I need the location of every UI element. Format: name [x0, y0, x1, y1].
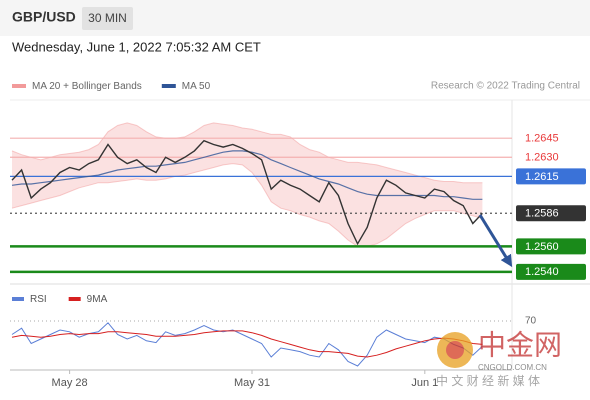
watermark-slogan: 中 文 财 经 新 媒 体 — [436, 373, 540, 388]
watermark-brand: 中金网 — [478, 329, 562, 360]
level-label: 1.2630 — [525, 152, 559, 164]
interval[interactable]: 30 MIN — [88, 11, 127, 25]
legend-label: MA 50 — [182, 81, 211, 92]
legend-label: 9MA — [87, 294, 108, 305]
price-line — [11, 139, 483, 246]
symbol: GBP/USD — [12, 9, 76, 25]
x-tick-label: May 31 — [234, 377, 270, 389]
legend-swatch — [12, 84, 26, 88]
watermark-site: CNGOLD.COM.CN — [478, 363, 547, 372]
level-box — [516, 238, 586, 255]
legend-label: MA 20 + Bollinger Bands — [32, 81, 142, 92]
legend-label: RSI — [30, 294, 47, 305]
legend-swatch — [12, 297, 24, 301]
datetime: Wednesday, June 1, 2022 7:05:32 AM CET — [12, 39, 261, 54]
level-label: 1.2560 — [525, 241, 559, 253]
forecast-arrow — [478, 214, 513, 268]
bollinger-lower — [11, 163, 483, 247]
level-label: 1.2615 — [525, 171, 559, 183]
rsi-line — [11, 330, 483, 358]
x-tick-label: May 28 — [52, 377, 88, 389]
level-box — [516, 205, 586, 222]
level-box — [516, 263, 586, 280]
bollinger-band — [12, 122, 483, 247]
level-box — [516, 168, 586, 185]
bollinger-upper — [11, 122, 483, 184]
interval-badge[interactable] — [82, 7, 133, 30]
x-tick-label: Jun 1 — [411, 377, 438, 389]
watermark: 中金网 CNGOLD.COM.CN 中 文 财 经 新 媒 体 — [436, 329, 562, 388]
level-label: 1.2540 — [525, 266, 559, 278]
y-tick-label: 70 — [525, 316, 537, 327]
legend-swatch — [161, 84, 176, 88]
watermark-logo — [446, 341, 464, 359]
legend-swatch — [68, 297, 81, 301]
level-label: 1.2586 — [525, 208, 559, 220]
copyright: Research © 2022 Trading Central — [431, 81, 580, 92]
level-label: 1.2645 — [525, 133, 559, 145]
